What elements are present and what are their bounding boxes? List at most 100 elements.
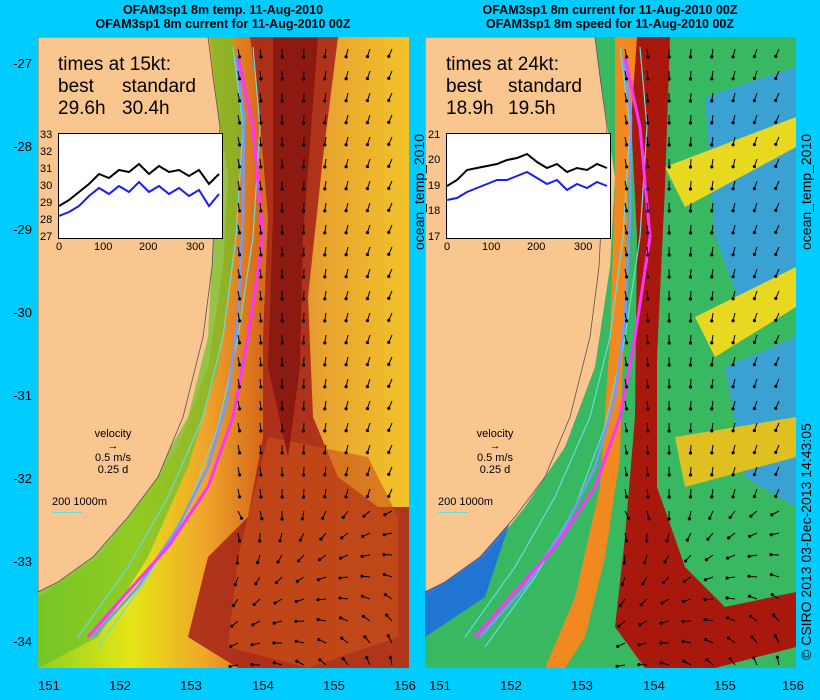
right-inset-xtick: 300 [574, 241, 593, 253]
velocity-arrow-head [667, 473, 671, 477]
velocity-arrow-head [280, 209, 284, 213]
right-velocity-legend: velocity → 0.5 m/s 0.25 d [460, 428, 530, 476]
velocity-arrow-head [637, 643, 641, 647]
velocity-arrow-head [365, 428, 370, 433]
velocity-arrow-head [731, 429, 735, 433]
velocity-arrow-head [387, 384, 391, 388]
velocity-arrow-head [387, 230, 391, 234]
velocity-arrow-head [688, 319, 693, 323]
velocity-arrow-head [344, 297, 348, 301]
velocity-arrow-head [301, 429, 306, 433]
lat-tick: -31 [13, 388, 32, 403]
velocity-arrow-head [710, 143, 714, 147]
velocity-arrow-head [688, 429, 693, 433]
velocity-arrow-head [637, 663, 641, 667]
velocity-arrow-head [752, 230, 757, 235]
velocity-arrow-head [385, 613, 389, 617]
left-map-panel[interactable] [38, 37, 409, 668]
velocity-arrow-head [323, 385, 327, 389]
right-map-panel[interactable] [425, 37, 796, 668]
velocity-arrow-head [682, 579, 686, 583]
velocity-arrow-head [228, 664, 232, 668]
velocity-arrow-head [626, 516, 631, 520]
velocity-arrow-head [387, 362, 391, 366]
velocity-arrow-head [387, 54, 391, 58]
velocity-arrow-head [235, 561, 239, 565]
velocity-arrow-head [624, 495, 629, 499]
velocity-arrow-head [230, 624, 234, 628]
velocity-arrow-head [731, 187, 735, 191]
velocity-arrow-head [280, 319, 284, 323]
velocity-arrow-head [769, 533, 773, 537]
velocity-arrow-head [365, 120, 370, 125]
left-inset-line-standard [58, 162, 220, 207]
velocity-arrow-head [731, 407, 735, 411]
velocity-arrow-head [237, 385, 242, 389]
velocity-arrow-head [387, 296, 391, 300]
velocity-arrow-head [624, 385, 629, 389]
velocity-arrow-head [323, 363, 327, 367]
velocity-arrow-head [259, 297, 263, 301]
velocity-arrow-head [725, 576, 729, 580]
velocity-arrow-head [280, 275, 284, 279]
right-velocity-arrows [615, 48, 780, 668]
velocity-arrow-head [688, 121, 693, 125]
velocity-arrow-head [774, 208, 778, 212]
right-title: OFAM3sp1 8m current for 11-Aug-2010 00Z … [425, 3, 795, 31]
velocity-arrow-head [731, 319, 735, 323]
velocity-arrow-head [624, 143, 629, 147]
velocity-arrow-head [323, 121, 327, 125]
right-inset-line-standard [446, 152, 608, 187]
velocity-arrow-head [280, 143, 284, 147]
velocity-arrow-head [752, 384, 757, 389]
velocity-arrow-head [624, 121, 629, 125]
left-inset-xtick: 200 [139, 241, 158, 253]
velocity-arrow-head [260, 517, 264, 521]
velocity-arrow-head [259, 341, 263, 345]
velocity-arrow-head [259, 429, 263, 433]
lat-tick: -32 [13, 471, 32, 486]
lat-tick: -33 [13, 554, 32, 569]
left-standard-value: 30.4h [122, 98, 170, 119]
velocity-arrow-head [301, 99, 306, 103]
velocity-arrow-head [317, 558, 322, 562]
velocity-arrow-head [659, 641, 663, 645]
velocity-arrow-head [710, 187, 714, 191]
velocity-arrow-head [319, 537, 323, 541]
velocity-arrow-head [731, 341, 735, 345]
velocity-arrow-head [301, 275, 306, 279]
velocity-arrow-head [344, 407, 348, 411]
velocity-arrow-head [731, 495, 735, 499]
velocity-arrow-head [774, 186, 778, 190]
velocity-arrow-head [301, 165, 306, 169]
velocity-arrow-head [344, 451, 348, 455]
lon-tick: 154 [252, 678, 274, 693]
right-inset-xtick: 200 [527, 241, 546, 253]
velocity-arrow-head [774, 494, 778, 498]
velocity-arrow-head [365, 252, 370, 257]
velocity-arrow-head [323, 187, 327, 191]
velocity-arrow-head [688, 473, 693, 477]
velocity-arrow-head [233, 582, 237, 587]
velocity-arrow-head [280, 341, 284, 345]
velocity-arrow-head [387, 428, 391, 432]
velocity-label: velocity [476, 428, 514, 440]
right-standard-label: standard [508, 76, 582, 97]
velocity-arrow-head [710, 165, 714, 169]
velocity-arrow-head [667, 121, 671, 125]
lon-tick: 151 [429, 678, 451, 693]
left-inset-ytick: 30 [40, 180, 53, 192]
velocity-arrow-head [667, 77, 671, 81]
velocity-arrow-head [703, 617, 707, 622]
velocity-arrow-head [295, 579, 299, 583]
velocity-arrow-head [259, 187, 263, 191]
velocity-arrow-head [620, 582, 624, 587]
velocity-arrow-head [688, 275, 693, 279]
velocity-arrow-head [667, 187, 671, 191]
velocity-arrow-head [752, 120, 757, 125]
lon-tick: 155 [323, 678, 345, 693]
velocity-arrow-head [710, 451, 714, 455]
velocity-arrow-head [387, 450, 391, 454]
velocity-arrow-head [688, 209, 693, 213]
velocity-arrow-head [659, 661, 663, 665]
